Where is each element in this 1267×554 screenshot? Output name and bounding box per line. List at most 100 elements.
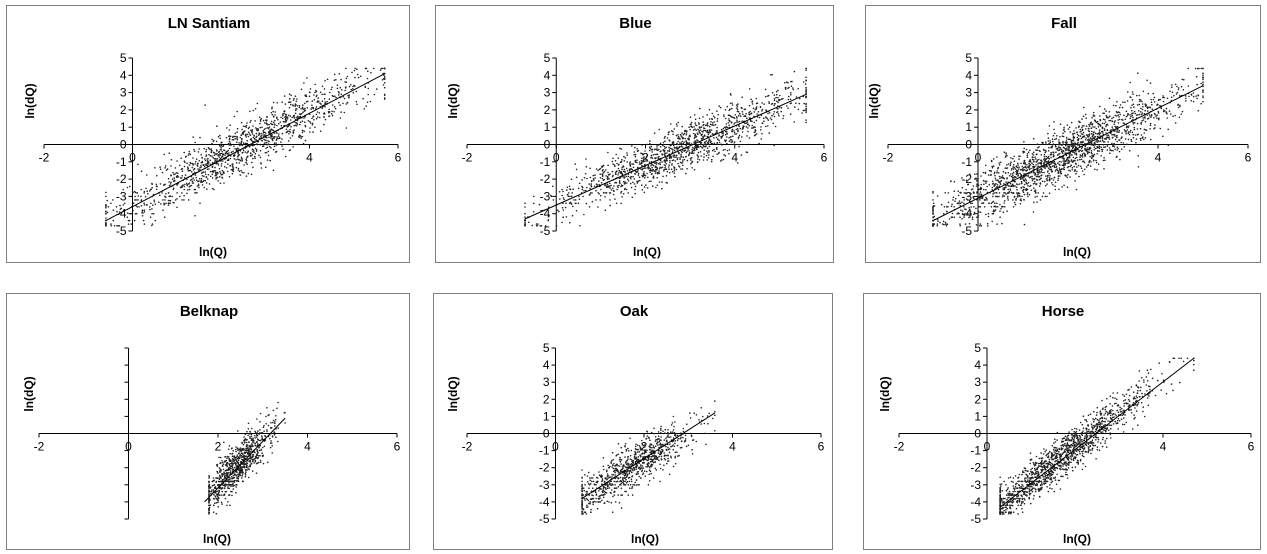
data-point	[982, 180, 985, 182]
data-point	[638, 161, 641, 163]
data-point	[711, 124, 713, 126]
data-point	[1044, 195, 1047, 198]
data-point	[253, 151, 255, 154]
data-point	[1029, 161, 1032, 163]
data-point	[1053, 154, 1055, 157]
data-point	[1034, 172, 1036, 175]
data-point	[1073, 132, 1076, 135]
data-point	[776, 107, 778, 110]
data-point	[206, 158, 208, 160]
data-point	[1050, 156, 1052, 159]
data-point	[681, 136, 683, 139]
data-point	[702, 124, 704, 127]
data-point	[198, 180, 200, 182]
data-point	[183, 151, 185, 154]
data-point	[192, 157, 194, 159]
data-point	[119, 204, 121, 207]
data-point	[130, 223, 133, 225]
data-point	[336, 84, 339, 86]
data-point	[1088, 138, 1090, 140]
data-point	[112, 209, 115, 211]
y-tick-label: -4	[116, 207, 127, 221]
data-point	[255, 127, 257, 129]
data-point	[731, 141, 734, 143]
data-point	[1114, 135, 1116, 137]
data-point	[1029, 176, 1032, 178]
data-point	[1133, 110, 1136, 113]
data-point	[235, 166, 238, 169]
data-point	[231, 165, 234, 167]
data-point	[1083, 125, 1085, 127]
data-point	[1027, 174, 1029, 177]
data-point	[258, 133, 261, 136]
data-point	[1133, 128, 1136, 131]
data-point	[1103, 129, 1106, 132]
scatter-points	[524, 67, 807, 227]
data-point	[728, 109, 730, 112]
data-point	[622, 170, 625, 173]
data-point	[645, 155, 648, 157]
data-point	[606, 186, 608, 188]
data-point	[1131, 104, 1133, 106]
data-point	[693, 126, 695, 128]
data-point	[1102, 144, 1105, 146]
data-point	[270, 137, 272, 139]
data-point	[626, 152, 628, 154]
data-point	[677, 157, 679, 159]
data-point	[689, 134, 691, 137]
data-point	[1069, 144, 1072, 146]
data-point	[179, 186, 182, 189]
data-point	[621, 166, 623, 169]
data-point	[1029, 149, 1031, 152]
data-point	[1071, 161, 1074, 163]
data-point	[229, 124, 231, 126]
data-point	[168, 181, 170, 183]
data-point	[968, 216, 970, 219]
data-point	[1077, 139, 1080, 141]
data-point	[383, 98, 386, 100]
data-point	[986, 225, 989, 227]
data-point	[168, 184, 171, 187]
data-point	[716, 146, 718, 149]
data-point	[568, 202, 571, 205]
data-point	[300, 108, 302, 110]
data-point	[771, 73, 773, 76]
data-point	[772, 122, 775, 125]
data-point	[698, 117, 701, 120]
data-point	[355, 100, 358, 103]
data-point	[1069, 152, 1072, 154]
data-point	[1116, 140, 1118, 143]
data-point	[255, 132, 258, 135]
data-point	[967, 195, 969, 198]
data-point	[1144, 103, 1146, 105]
data-point	[162, 209, 164, 211]
data-point	[259, 432, 261, 434]
data-point	[585, 202, 588, 205]
data-point	[1064, 152, 1066, 154]
data-point	[1065, 149, 1067, 152]
data-point	[259, 429, 261, 431]
data-point	[1082, 115, 1085, 117]
data-point	[1103, 128, 1106, 130]
data-point	[315, 113, 318, 116]
data-point	[664, 135, 666, 138]
data-point	[1038, 158, 1040, 161]
data-point	[1044, 158, 1046, 160]
data-point	[314, 91, 316, 94]
data-point	[143, 211, 146, 213]
data-point	[268, 123, 270, 126]
data-point	[1006, 164, 1008, 166]
data-point	[1048, 157, 1051, 160]
data-point	[673, 172, 676, 174]
data-point	[637, 172, 640, 175]
data-point	[219, 480, 222, 483]
data-point	[672, 141, 674, 143]
data-point	[192, 177, 194, 179]
data-point	[741, 131, 744, 133]
data-point	[177, 172, 179, 174]
data-point	[1002, 170, 1005, 173]
data-point	[105, 191, 107, 194]
data-point	[1132, 116, 1134, 119]
data-point	[667, 133, 670, 136]
data-point	[972, 188, 974, 190]
